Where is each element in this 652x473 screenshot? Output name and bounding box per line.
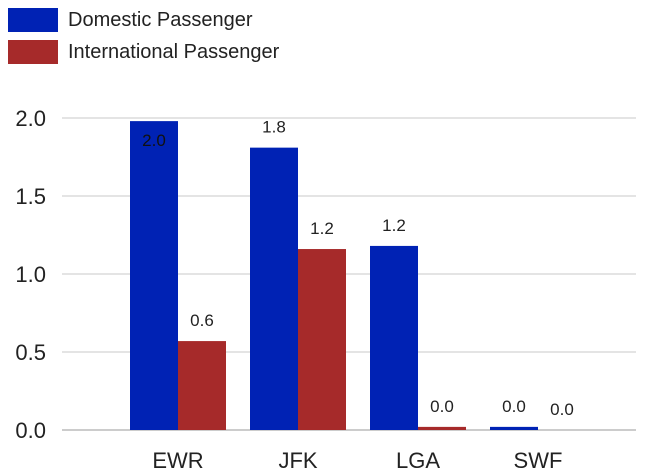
bar-domestic-jfk <box>250 147 298 430</box>
y-tick-label: 1.5 <box>15 184 46 209</box>
bar-domestic-lga <box>370 245 418 430</box>
x-tick-label: JFK <box>278 448 317 473</box>
bar-domestic-swf <box>490 426 538 430</box>
data-label: 1.8 <box>262 118 286 137</box>
bar-international-jfk <box>298 249 346 430</box>
data-label: 0.6 <box>190 311 214 330</box>
legend-item-international: International Passenger <box>8 36 279 68</box>
bar-international-ewr <box>178 341 226 430</box>
legend-swatch-international <box>8 40 58 64</box>
legend-swatch-domestic <box>8 8 58 32</box>
data-label: 1.2 <box>382 216 406 235</box>
data-label: 1.2 <box>310 219 334 238</box>
x-tick-label: SWF <box>514 448 563 473</box>
data-label: 0.0 <box>430 397 454 416</box>
legend-label-international: International Passenger <box>68 40 280 63</box>
x-tick-label: LGA <box>396 448 440 473</box>
y-tick-label: 0.5 <box>15 340 46 365</box>
y-tick-label: 2.0 <box>15 106 46 131</box>
legend-item-domestic: Domestic Passenger <box>8 4 279 36</box>
data-label: 0.0 <box>550 400 574 419</box>
y-tick-label: 0.0 <box>15 418 46 443</box>
legend-label-domestic: Domestic Passenger <box>68 8 253 31</box>
data-label: 2.0 <box>142 131 166 150</box>
bar-domestic-ewr <box>130 121 178 431</box>
data-label: 0.0 <box>502 397 526 416</box>
bar-international-lga <box>418 426 466 430</box>
legend: Domestic Passenger International Passeng… <box>8 4 279 68</box>
y-tick-label: 1.0 <box>15 262 46 287</box>
x-tick-label: EWR <box>152 448 203 473</box>
